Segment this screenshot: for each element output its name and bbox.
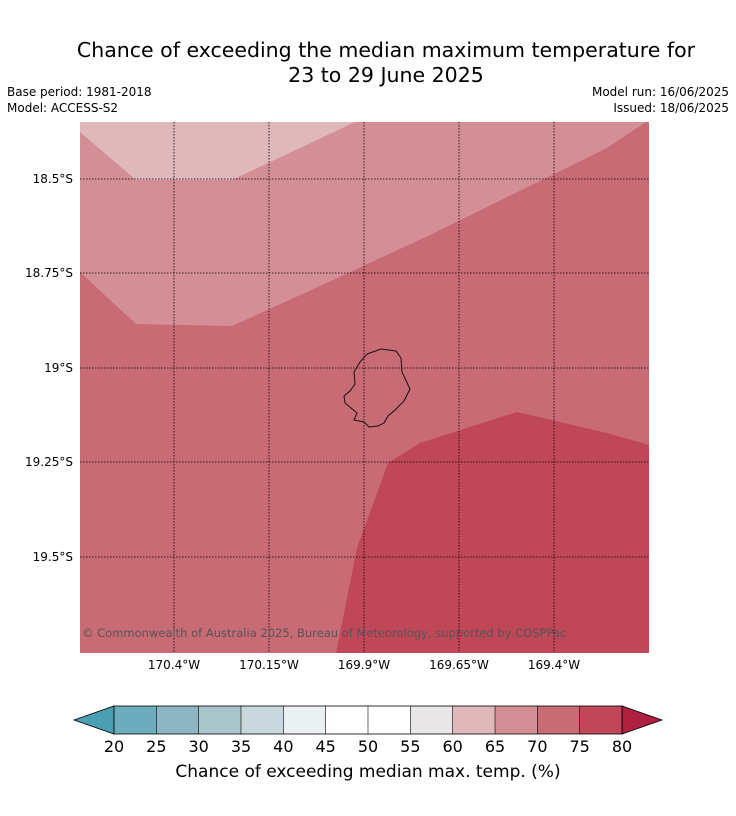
colorbar-segment [114, 706, 157, 734]
lon-tick-label: 169.65°W [429, 658, 489, 672]
colorbar-tick-label: 55 [400, 737, 420, 756]
colorbar-tick-label: 40 [273, 737, 293, 756]
lat-tick-label: 19.25°S [25, 455, 73, 469]
colorbar-tick-label: 70 [527, 737, 547, 756]
island-coastline [343, 348, 411, 428]
colorbar-segment [283, 706, 326, 734]
model-name: Model: ACCESS-S2 [7, 101, 119, 115]
colorbar-tick-label: 30 [188, 737, 208, 756]
lon-tick-label: 169.4°W [528, 658, 580, 672]
colorbar-tick-label: 60 [442, 737, 462, 756]
colorbar-under-arrow [72, 705, 115, 735]
lat-tick-labels: 18.5°S 18.75°S 19°S 19.25°S 19.5°S [25, 172, 73, 564]
colorbar-tick-label: 45 [315, 737, 335, 756]
colorbar-label: Chance of exceeding median max. temp. (%… [175, 762, 561, 782]
colorbar-segment [452, 706, 495, 734]
lon-tick-labels: 170.4°W 170.15°W 169.9°W 169.65°W 169.4°… [148, 658, 580, 672]
title-line-2: 23 to 29 June 2025 [288, 63, 484, 87]
base-period: Base period: 1981-2018 [7, 85, 152, 99]
map: © Commonwealth of Australia 2025, Bureau… [25, 122, 649, 672]
lat-tick-label: 19°S [44, 361, 73, 375]
lon-tick-label: 170.4°W [148, 658, 200, 672]
colorbar-segment [579, 706, 622, 734]
colorbar-tick-label: 65 [485, 737, 505, 756]
colorbar-segment [368, 706, 411, 734]
colorbar-tick-label: 80 [612, 737, 632, 756]
meta-right: Model run: 16/06/2025 Issued: 18/06/2025 [592, 84, 729, 116]
lon-tick-label: 170.15°W [239, 658, 299, 672]
lat-tick-label: 19.5°S [33, 550, 73, 564]
lat-tick-label: 18.75°S [25, 266, 73, 280]
lat-tick-label: 18.5°S [33, 172, 73, 186]
colorbar-segment [537, 706, 580, 734]
issued-date: Issued: 18/06/2025 [613, 101, 729, 115]
colorbar-segment [410, 706, 453, 734]
model-run: Model run: 16/06/2025 [591, 85, 729, 99]
meta-left: Base period: 1981-2018 Model: ACCESS-S2 [7, 84, 152, 116]
colorbar-tick-label: 25 [146, 737, 166, 756]
lon-tick-label: 169.9°W [338, 658, 390, 672]
colorbar-segment [156, 706, 199, 734]
colorbar-outline [113, 705, 623, 735]
colorbar-tick-label: 50 [358, 737, 378, 756]
title-line-1: Chance of exceeding the median maximum t… [76, 38, 696, 62]
colorbar-tick-label: 20 [104, 737, 124, 756]
map-title: Chance of exceeding the median maximum t… [0, 38, 736, 88]
gridlines [80, 122, 649, 653]
colorbar-segment [241, 706, 284, 734]
colorbar-segment [198, 706, 241, 734]
band-80-85-region [336, 412, 649, 653]
colorbar-tick-label: 75 [569, 737, 589, 756]
colorbar-segment [325, 706, 368, 734]
contour-fills [80, 122, 649, 653]
colorbar-tick-label: 35 [231, 737, 251, 756]
colorbar-over-arrow [621, 705, 664, 735]
band-65-70-region [80, 122, 355, 180]
copyright-text: © Commonwealth of Australia 2025, Bureau… [82, 626, 566, 640]
colorbar-segment [495, 706, 538, 734]
